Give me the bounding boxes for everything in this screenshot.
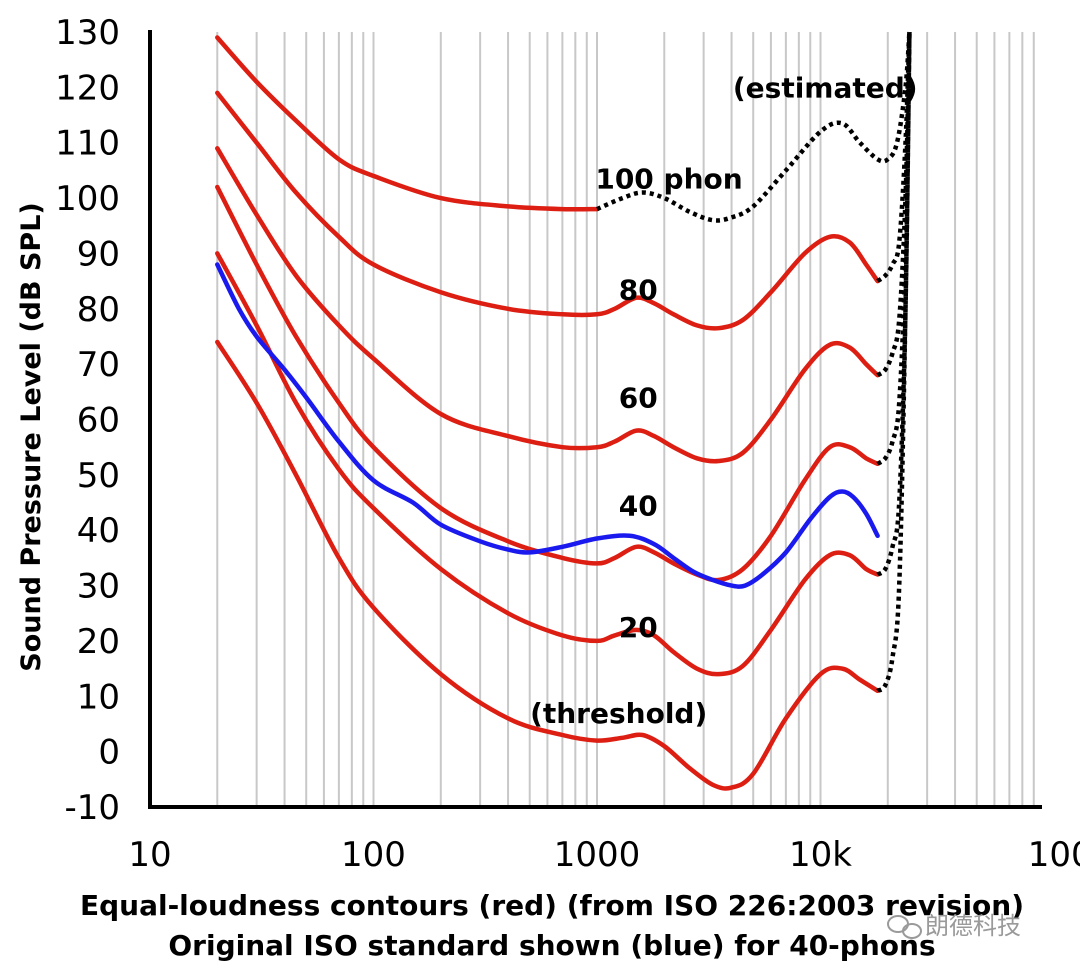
annotation-threshold: (threshold) xyxy=(530,697,707,730)
x-tick-label: 10k xyxy=(789,835,852,875)
series-40-phon-original-blue xyxy=(215,262,880,589)
x-axis-label-line1: Equal-loudness contours (red) (from ISO … xyxy=(80,889,1024,922)
y-tick-label: 70 xyxy=(77,345,120,385)
wechat-icon xyxy=(887,915,922,939)
y-tick-label: 120 xyxy=(55,68,120,108)
annotation-estimated: (estimated) xyxy=(733,71,918,104)
x-tick-label: 100 xyxy=(341,835,406,875)
x-tick-label: 10 xyxy=(128,835,171,875)
y-axis-label: Sound Pressure Level (dB SPL) xyxy=(16,202,47,671)
y-tick-label: 100 xyxy=(55,179,120,219)
annotation-40: 40 xyxy=(619,489,658,522)
y-tick-label: 20 xyxy=(77,622,120,662)
annotation-20: 20 xyxy=(619,611,658,644)
annotation-100-phon: 100 phon xyxy=(595,163,742,196)
y-tick-label: 30 xyxy=(77,567,120,607)
series-threshold xyxy=(215,339,880,791)
y-tick-label: 10 xyxy=(77,677,120,717)
series-group xyxy=(215,31,912,791)
y-tick-labels: -10 0 10 20 30 40 50 60 70 80 90 100 110 120 130 xyxy=(55,13,120,828)
y-tick-label: 80 xyxy=(77,290,120,330)
series-40-phon xyxy=(215,184,880,583)
annotations: (estimated) 100 phon 80 60 40 20 (threshold) xyxy=(530,71,918,730)
x-tick-labels: 10 100 1000 10k 100k xyxy=(128,835,1080,875)
y-tick-label: -10 xyxy=(64,788,120,828)
annotation-60: 60 xyxy=(619,381,658,414)
series-100-phon-estimated xyxy=(596,31,912,223)
x-tick-label: 100k xyxy=(1028,835,1080,875)
series-80-phon-estimated xyxy=(876,31,912,283)
y-tick-label: 110 xyxy=(55,124,120,164)
series-20-phon-estimated xyxy=(876,31,912,577)
y-tick-label: 0 xyxy=(98,733,120,773)
series-100-phon xyxy=(215,35,600,212)
series-20-phon xyxy=(215,251,880,677)
annotation-80: 80 xyxy=(619,273,658,306)
x-axis-label-line2: Original ISO standard shown (blue) for 4… xyxy=(168,929,935,962)
axes xyxy=(148,30,1042,809)
grid-lines xyxy=(216,32,1035,807)
watermark-text: 朗德科技 xyxy=(925,912,1021,940)
series-60-phon-estimated xyxy=(876,31,912,378)
y-tick-label: 50 xyxy=(77,456,120,496)
watermark: 朗德科技 xyxy=(887,912,1021,940)
y-tick-label: 60 xyxy=(77,401,120,441)
x-tick-label: 1000 xyxy=(554,835,641,875)
y-tick-label: 40 xyxy=(77,511,120,551)
series-80-phon xyxy=(215,90,880,331)
series-60-phon xyxy=(215,146,880,464)
y-tick-label: 90 xyxy=(77,234,120,274)
y-tick-label: 130 xyxy=(55,13,120,53)
